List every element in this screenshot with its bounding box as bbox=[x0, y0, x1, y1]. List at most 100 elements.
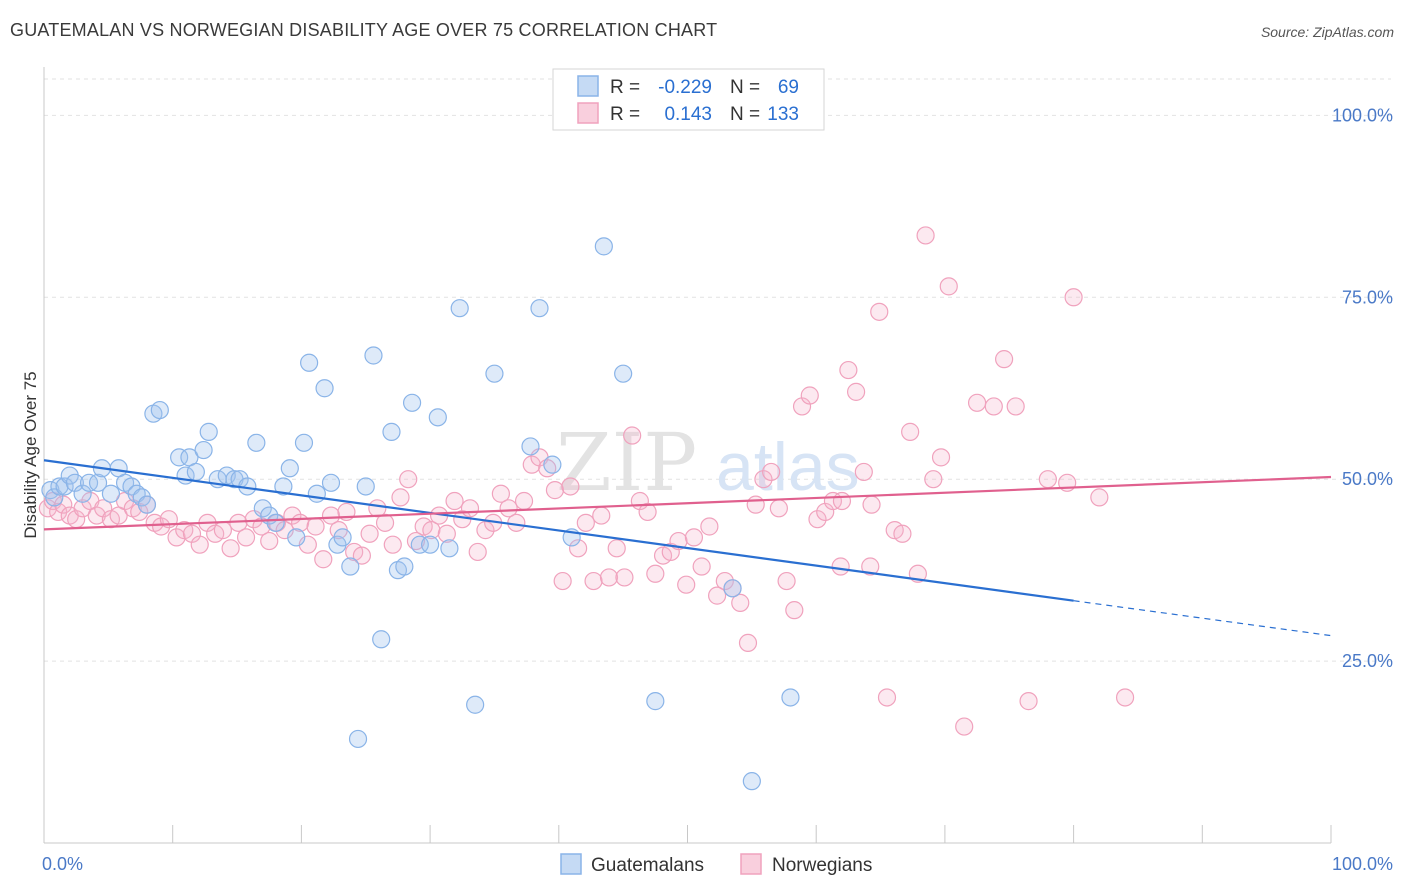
norwegians-point bbox=[638, 502, 657, 522]
norwegians-point bbox=[221, 539, 240, 558]
norwegians-point bbox=[677, 575, 696, 594]
norwegians-point bbox=[476, 521, 495, 540]
guatemalans-point bbox=[382, 422, 401, 441]
guatemalans-point bbox=[315, 379, 334, 398]
y-tick-label: 50.0% bbox=[1342, 469, 1393, 489]
guatemalans-point bbox=[341, 557, 360, 576]
norwegians-point bbox=[73, 499, 92, 518]
legend-n-value-2: 133 bbox=[767, 104, 799, 125]
bottom-legend-guatemalans: Guatemalans bbox=[591, 855, 704, 876]
norwegians-point bbox=[87, 506, 106, 525]
norwegians-point bbox=[1038, 470, 1057, 489]
legend-r-value-1: -0.229 bbox=[658, 77, 712, 98]
norwegians-point bbox=[491, 484, 510, 503]
norwegians-point bbox=[984, 397, 1003, 416]
y-axis-title: Disability Age Over 75 bbox=[21, 371, 40, 538]
guatemalans-point bbox=[372, 630, 391, 649]
norwegians-trend-line bbox=[43, 475, 1332, 531]
trend-lines bbox=[43, 459, 1332, 637]
norwegians-point bbox=[553, 571, 572, 591]
norwegians-point bbox=[576, 513, 595, 532]
norwegians-point bbox=[1090, 488, 1109, 507]
guatemalans-point bbox=[421, 535, 440, 554]
guatemalans-point bbox=[530, 299, 549, 318]
norwegians-point bbox=[738, 633, 758, 653]
norwegians-point bbox=[1064, 288, 1083, 307]
guatemalans-point bbox=[194, 440, 213, 460]
norwegians-point bbox=[877, 688, 897, 707]
guatemalans-point bbox=[543, 455, 562, 474]
norwegians-point bbox=[399, 470, 418, 489]
norwegians-point bbox=[152, 517, 171, 536]
guatemalans-point bbox=[333, 528, 352, 547]
norwegians-point bbox=[561, 477, 580, 496]
norwegians-point bbox=[1115, 688, 1135, 707]
norwegians-point bbox=[901, 422, 920, 441]
guatemalans-point bbox=[485, 364, 504, 383]
guatemalans-point bbox=[410, 535, 429, 554]
norwegians-point bbox=[445, 491, 464, 511]
guatemalans-point bbox=[781, 688, 800, 707]
guatemalans-trend-line bbox=[43, 459, 1074, 602]
norwegians-point bbox=[862, 495, 881, 514]
bottom-legend-norwegians: Norwegians bbox=[772, 855, 872, 876]
guatemalans-point bbox=[280, 459, 299, 478]
bottom-legend-swatch-norwegians bbox=[740, 853, 762, 875]
norwegians-point bbox=[460, 499, 480, 518]
norwegians-point bbox=[569, 539, 588, 558]
guatemalans-point bbox=[170, 448, 189, 467]
legend-swatch-guatemalans bbox=[577, 75, 599, 97]
legend-n-label-2: N = bbox=[730, 104, 760, 125]
norwegians-point bbox=[931, 448, 951, 467]
norwegians-point bbox=[190, 535, 209, 554]
legend-n-label-1: N = bbox=[730, 77, 760, 98]
norwegians-point bbox=[854, 462, 873, 482]
y-tick-label: 75.0% bbox=[1342, 287, 1393, 307]
legend-r-label-1: R = bbox=[610, 77, 640, 98]
bottom-legend-swatch-guatemalans bbox=[560, 853, 582, 875]
guatemalans-point bbox=[521, 437, 540, 456]
norwegians-point bbox=[236, 528, 256, 547]
guatemalans-point bbox=[101, 484, 121, 503]
guatemalans-point bbox=[73, 484, 92, 503]
norwegians-point bbox=[646, 564, 665, 583]
norwegians-point bbox=[260, 531, 279, 551]
guatemalans-point bbox=[594, 237, 613, 256]
guatemalans-point bbox=[287, 528, 306, 547]
guatemalans-point bbox=[137, 495, 157, 514]
guatemalans-point bbox=[274, 477, 293, 496]
watermark-zip: ZIP bbox=[556, 416, 697, 509]
bottom-legend: Guatemalans Norwegians bbox=[560, 853, 872, 876]
norwegians-point bbox=[846, 382, 866, 401]
norwegians-point bbox=[967, 393, 987, 412]
axes bbox=[43, 67, 1332, 844]
guatemalans-point bbox=[88, 473, 108, 492]
guatemalans-point bbox=[348, 729, 368, 749]
norwegians-point bbox=[700, 517, 719, 536]
norwegians-point bbox=[360, 524, 379, 543]
norwegians-point bbox=[592, 506, 611, 525]
guatemalans-point bbox=[450, 299, 469, 318]
norwegians-point bbox=[839, 360, 858, 380]
norwegians-point bbox=[584, 571, 603, 591]
guatemalans-point bbox=[428, 408, 447, 427]
guatemalans-point bbox=[364, 346, 383, 365]
norwegians-point bbox=[955, 717, 974, 736]
guatemalans-point bbox=[253, 499, 272, 518]
norwegians-point bbox=[468, 542, 487, 562]
norwegians-point bbox=[684, 528, 704, 547]
guatemalans-point bbox=[300, 353, 319, 372]
norwegians-point bbox=[769, 499, 788, 518]
guatemalans-point bbox=[742, 772, 761, 791]
legend-n-value-1: 69 bbox=[778, 77, 799, 98]
norwegians-point bbox=[762, 462, 781, 482]
y-tick-label: 25.0% bbox=[1342, 651, 1393, 671]
norwegians-point bbox=[422, 521, 441, 540]
norwegians-point bbox=[130, 502, 149, 522]
norwegians-point bbox=[870, 302, 889, 321]
norwegians-point bbox=[754, 470, 773, 489]
watermark-atlas: atlas bbox=[716, 429, 860, 505]
norwegians-point bbox=[692, 557, 711, 576]
norwegians-point bbox=[623, 426, 642, 445]
x-tick-label-max: 100.0% bbox=[1332, 854, 1393, 874]
